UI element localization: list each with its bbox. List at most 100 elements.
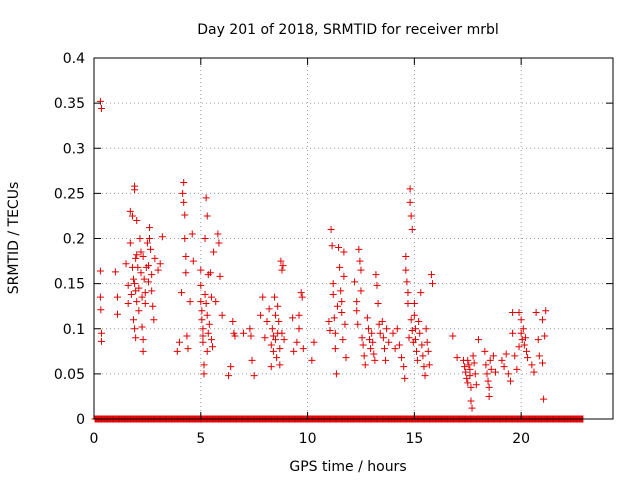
data-point — [97, 337, 105, 345]
data-point — [148, 271, 156, 279]
data-point — [200, 370, 208, 378]
data-point — [184, 345, 192, 353]
data-point — [408, 225, 416, 233]
data-point — [519, 325, 527, 333]
data-point — [367, 345, 375, 353]
data-point — [415, 318, 423, 326]
data-point — [246, 325, 254, 333]
data-point — [181, 211, 189, 219]
data-point — [277, 257, 285, 265]
data-point — [257, 311, 265, 319]
data-point — [278, 329, 286, 337]
data-point — [407, 212, 415, 220]
data-point — [492, 368, 500, 376]
data-point — [383, 325, 391, 333]
data-point — [481, 347, 489, 355]
data-point — [210, 248, 218, 256]
data-point — [148, 287, 156, 295]
y-tick-label: 0.35 — [54, 96, 85, 112]
data-point — [181, 235, 189, 242]
data-point — [128, 212, 136, 220]
data-point — [259, 293, 267, 301]
data-point — [273, 354, 281, 362]
data-point — [401, 374, 409, 382]
data-point — [338, 298, 346, 306]
data-point — [96, 267, 104, 275]
data-point — [504, 370, 512, 378]
data-point — [333, 302, 341, 310]
data-point — [358, 334, 366, 342]
data-point — [135, 307, 143, 315]
data-point — [186, 298, 194, 306]
data-point — [227, 363, 235, 371]
data-point — [534, 336, 542, 344]
data-point — [368, 329, 376, 337]
data-point — [96, 97, 104, 105]
data-point — [340, 272, 348, 280]
data-point — [541, 332, 549, 340]
data-point — [326, 327, 334, 335]
data-point — [360, 352, 368, 360]
data-point — [429, 280, 437, 288]
x-tick-label: 20 — [512, 431, 530, 447]
data-point — [413, 347, 421, 355]
data-point — [182, 269, 190, 277]
data-point — [310, 338, 318, 346]
data-point — [351, 278, 359, 286]
data-point — [364, 325, 372, 333]
data-point — [393, 325, 401, 333]
data-point — [97, 329, 105, 337]
data-point — [189, 257, 197, 265]
data-point — [391, 345, 399, 353]
data-point — [325, 318, 333, 326]
data-point — [140, 275, 148, 283]
data-point — [385, 338, 393, 346]
data-point — [133, 251, 141, 259]
data-point — [521, 334, 529, 342]
data-point — [138, 323, 146, 331]
data-point — [130, 316, 138, 324]
data-point — [539, 359, 547, 367]
data-point — [137, 269, 145, 277]
data-point — [97, 105, 105, 113]
data-point — [382, 356, 390, 364]
data-point — [542, 307, 550, 315]
data-point — [474, 336, 482, 344]
x-tick-label: 0 — [90, 431, 99, 447]
data-point — [378, 318, 386, 326]
data-point — [422, 325, 430, 333]
data-point — [357, 266, 365, 274]
data-point — [154, 266, 162, 274]
data-point — [328, 242, 336, 250]
data-point — [139, 347, 147, 355]
data-point — [147, 245, 155, 253]
data-point — [335, 244, 343, 252]
data-point — [354, 320, 362, 328]
data-point — [203, 311, 211, 319]
data-point — [278, 266, 286, 274]
data-point — [279, 262, 287, 270]
data-point — [136, 235, 144, 242]
data-point — [132, 334, 140, 342]
data-point — [485, 383, 493, 391]
data-point — [126, 207, 134, 215]
data-point — [517, 316, 525, 324]
data-point — [247, 332, 255, 340]
x-axis-label: GPS time / hours — [289, 459, 406, 475]
data-point — [515, 343, 523, 351]
data-point — [509, 329, 517, 337]
data-point — [353, 298, 361, 306]
data-point — [151, 254, 159, 262]
data-point — [134, 263, 142, 271]
data-point — [250, 372, 258, 380]
data-point — [212, 298, 220, 306]
data-point — [229, 318, 237, 326]
data-point — [199, 325, 207, 333]
data-point — [197, 266, 205, 274]
data-point — [339, 336, 347, 344]
data-point — [331, 345, 339, 353]
y-tick-label: 0.25 — [54, 186, 85, 202]
data-point — [201, 290, 209, 298]
